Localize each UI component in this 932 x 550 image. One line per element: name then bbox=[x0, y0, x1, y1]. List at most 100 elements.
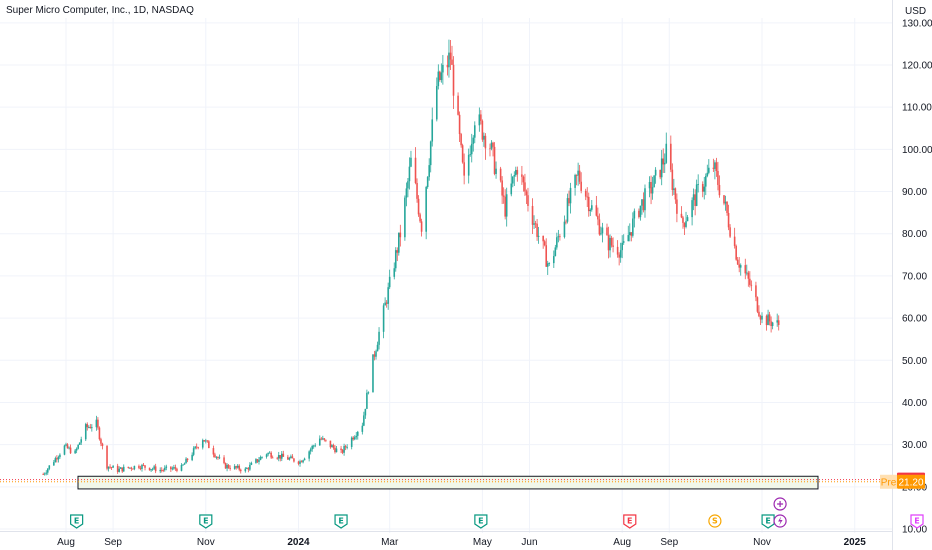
candle-body bbox=[259, 457, 262, 461]
earnings-marker bbox=[910, 514, 924, 529]
candle-body bbox=[733, 236, 736, 246]
candle-body bbox=[344, 446, 347, 448]
candle-body bbox=[628, 232, 631, 236]
candle-body bbox=[318, 438, 321, 446]
candle-body bbox=[98, 427, 101, 440]
candle-body bbox=[226, 465, 228, 469]
candle-body bbox=[548, 263, 551, 264]
candle-body bbox=[118, 468, 120, 472]
candle-body bbox=[387, 287, 389, 304]
candle-body bbox=[569, 187, 572, 204]
candle-body bbox=[665, 143, 668, 163]
candle-body bbox=[320, 438, 323, 440]
candle-body bbox=[393, 268, 396, 277]
y-tick-label: 60.00 bbox=[902, 314, 927, 325]
candle-body bbox=[758, 311, 760, 317]
candle-body bbox=[141, 464, 143, 469]
candle-body bbox=[513, 175, 516, 177]
candle-body bbox=[650, 181, 652, 194]
candle-body bbox=[57, 457, 60, 460]
candle-body bbox=[578, 170, 581, 182]
candle-body bbox=[694, 194, 696, 206]
candle-body bbox=[364, 408, 367, 416]
candle-body bbox=[78, 442, 81, 445]
candle-body bbox=[633, 210, 636, 219]
event-marker-label: E bbox=[203, 517, 208, 526]
candle-body bbox=[205, 440, 207, 442]
candle-body bbox=[366, 392, 368, 409]
candle-body bbox=[616, 246, 619, 255]
candle-body bbox=[191, 454, 193, 461]
candle-body bbox=[584, 190, 587, 197]
candle-body bbox=[174, 467, 177, 469]
candle-body bbox=[755, 285, 757, 298]
earnings-marker bbox=[761, 514, 775, 529]
candle-body bbox=[107, 466, 110, 469]
candle-body bbox=[712, 167, 715, 169]
candle-body bbox=[233, 466, 236, 469]
candle-body bbox=[353, 437, 356, 440]
candle-body bbox=[329, 440, 332, 448]
candle-body bbox=[490, 142, 493, 149]
candle-body bbox=[139, 468, 142, 469]
candle-body bbox=[66, 444, 69, 449]
candle-body bbox=[346, 446, 348, 448]
candle-body bbox=[223, 457, 225, 464]
candle-body bbox=[533, 223, 535, 225]
candle-body bbox=[87, 426, 90, 428]
candle-body bbox=[367, 392, 370, 394]
candle-body bbox=[735, 245, 737, 260]
candle-body bbox=[373, 354, 376, 357]
candle-body bbox=[43, 473, 46, 475]
candle-body bbox=[303, 458, 306, 461]
candle-body bbox=[663, 162, 666, 165]
candle-body bbox=[597, 215, 599, 220]
candle-body bbox=[69, 447, 72, 454]
candle-body bbox=[239, 469, 242, 472]
candle-body bbox=[531, 205, 534, 225]
candle-body bbox=[171, 468, 174, 470]
candle-body bbox=[449, 52, 452, 60]
candle-body bbox=[715, 162, 718, 171]
candle-body bbox=[399, 232, 402, 238]
candle-body bbox=[718, 184, 721, 196]
earnings-marker bbox=[474, 514, 488, 529]
candle-body bbox=[590, 205, 593, 210]
candle-body bbox=[132, 468, 134, 470]
candle-body bbox=[504, 196, 506, 217]
candle-body bbox=[756, 297, 759, 312]
candle-body bbox=[112, 465, 114, 468]
candle-body bbox=[382, 305, 385, 332]
candle-body bbox=[638, 210, 640, 218]
candle-body bbox=[618, 254, 620, 258]
candle-body bbox=[739, 265, 742, 268]
candle-body bbox=[249, 464, 251, 470]
candle-body bbox=[537, 235, 540, 237]
candle-body bbox=[388, 276, 391, 288]
candle-body bbox=[483, 135, 485, 140]
y-tick-label: 50.00 bbox=[902, 356, 927, 367]
candle-body bbox=[343, 446, 345, 453]
candle-body bbox=[489, 148, 491, 150]
candle-body bbox=[749, 278, 751, 285]
candle-body bbox=[271, 457, 274, 459]
candle-body bbox=[122, 466, 125, 472]
event-marker-label: E bbox=[478, 517, 483, 526]
candle-body bbox=[467, 154, 470, 176]
candle-body bbox=[129, 467, 131, 469]
candle-body bbox=[545, 245, 548, 267]
candle-body bbox=[121, 467, 124, 472]
candle-body bbox=[435, 86, 438, 120]
candle-body bbox=[759, 316, 762, 320]
candle-body bbox=[138, 465, 140, 469]
candle-body bbox=[738, 264, 741, 268]
candle-body bbox=[308, 451, 310, 459]
candle-body bbox=[142, 464, 145, 466]
candle-body bbox=[53, 462, 55, 466]
candle-body bbox=[510, 183, 513, 195]
candle-body bbox=[566, 198, 569, 222]
candle-body bbox=[724, 201, 727, 204]
candle-body bbox=[398, 232, 400, 253]
split-marker bbox=[708, 514, 722, 528]
